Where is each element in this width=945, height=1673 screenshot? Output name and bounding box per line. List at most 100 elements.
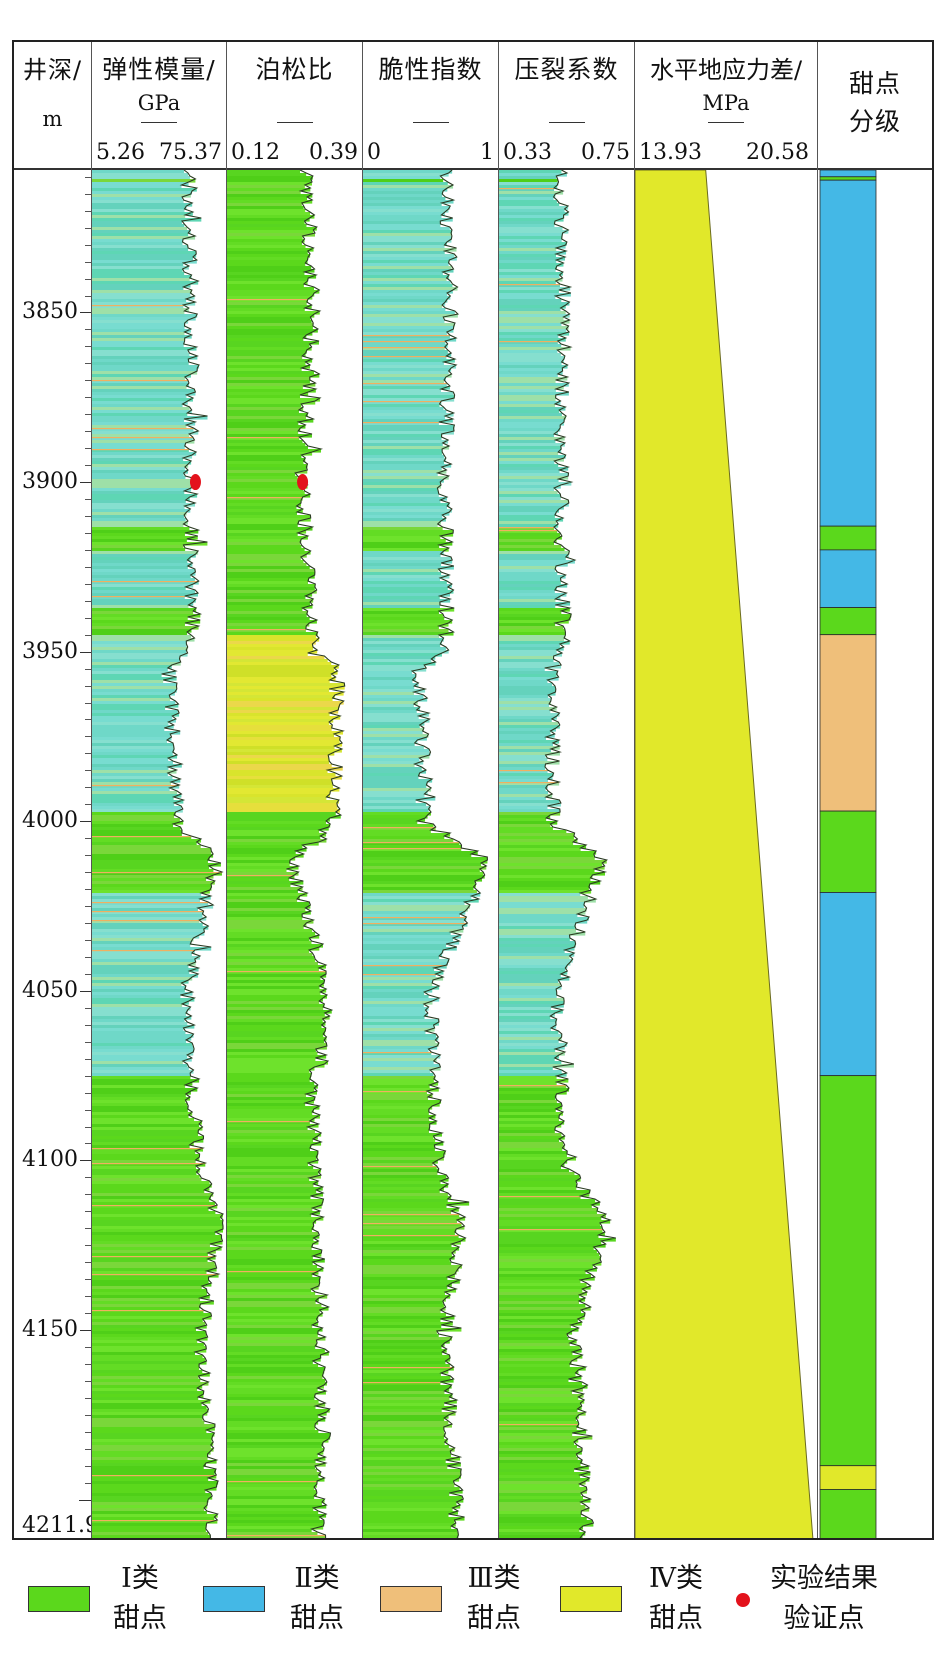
curve-fill-band [363,392,454,396]
curve-fill-band [499,206,569,210]
curve-fill-band [227,617,310,621]
curve-fill-band [499,875,593,879]
minor-tick [85,1414,91,1416]
curve-fill-band [499,1310,582,1314]
curve-fill-band [227,578,309,582]
curve-fill-band [92,833,182,837]
header-underline [141,122,177,123]
legend-label-line1: Ⅰ类 [121,1563,159,1594]
curve-fill-band [499,569,556,573]
lithology-stripe [499,1196,581,1198]
elastic-modulus-curve [92,170,224,1538]
curve-fill-band [363,887,474,891]
curve-fill-band [227,479,302,483]
curve-fill-band [227,977,321,981]
curve-fill-band [92,1337,208,1341]
curve-fill-band [227,911,311,915]
curve-fill-band [499,1022,556,1026]
curve-fill-band [92,1130,199,1134]
lithology-stripe [363,356,447,358]
curve-fill-band [499,992,557,996]
curve-fill-band [363,1073,434,1077]
curve-fill-band [363,521,441,525]
curve-fill-band [92,821,184,825]
curve-fill-band [227,1256,313,1260]
curve-fill-band [499,341,558,345]
curve-fill-band [363,419,453,423]
curve-fill-band [363,1373,441,1377]
curve-fill-band [363,221,441,225]
curve-fill-band [363,947,457,951]
curve-fill-band [499,1124,562,1128]
major-tick [79,651,91,653]
curve-fill-band [92,1307,200,1311]
curve-fill-band [227,1508,314,1512]
curve-fill-band [363,173,449,177]
curve-fill-band [227,362,306,366]
curve-fill-band [92,1535,211,1538]
curve-fill-band [499,1253,600,1257]
curve-fill-band [92,473,184,477]
curve-fill-band [499,1400,585,1404]
curve-fill-band [363,1115,436,1119]
curve-fill-band [92,1346,206,1350]
curve-fill-band [363,1523,456,1527]
curve-fill-band [92,986,186,990]
curve-fill-band [363,620,453,624]
curve-fill-band [92,1403,202,1407]
lithology-stripe [363,848,462,850]
curve-fill-band [92,527,190,531]
curve-fill-band [92,1496,213,1500]
curve-fill-band [499,620,569,624]
curve-fill-band [227,1151,318,1155]
curve-fill-band [227,1379,326,1383]
curve-fill-band [92,1364,200,1368]
curve-fill-band [499,476,569,480]
curve-fill-band [227,542,301,546]
curve-fill-band [227,1073,312,1077]
curve-fill-band [363,1208,459,1212]
curve-fill-band [499,1121,565,1125]
curve-fill-band [227,593,313,597]
curve-fill-band [92,179,196,183]
sweet-title-line1: 甜点 [848,69,901,98]
curve-fill-band [363,425,455,429]
curve-fill-band [92,899,201,903]
curve-fill-band [227,221,305,225]
curve-fill-band [499,650,557,654]
curve-fill-band [499,491,558,495]
curve-fill-band [92,1088,198,1092]
curve-fill-band [363,911,466,915]
curve-fill-band [363,1406,457,1410]
curve-fill-band [499,452,559,456]
curve-fill-band [92,1331,206,1335]
track-brittleness-index: 脆性指数 0 1 [363,42,499,1538]
curve-fill-band [227,1469,317,1473]
curve-fill-band [363,362,444,366]
log-curve-line [544,170,616,1538]
curve-fill-band [227,473,296,477]
curve-fill-band [227,521,299,525]
curve-fill-band [499,359,564,363]
depth-unit: m [42,107,63,131]
curve-fill-band [499,1046,565,1050]
curve-fill-band [499,1484,580,1488]
curve-fill-band [499,1391,572,1395]
curve-fill-band [227,377,310,381]
curve-fill-band [499,557,566,561]
curve-fill-band [227,1205,322,1209]
curve-fill-band [499,848,581,852]
legend-label-line1: Ⅲ类 [467,1563,521,1594]
curve-fill-band [92,1475,217,1479]
curve-fill-band [227,1271,319,1275]
curve-fill-band [227,938,310,942]
curve-fill-band [227,755,329,759]
curve-fill-band [92,1277,209,1281]
curve-fill-band [92,665,172,669]
curve-fill-band [499,1475,581,1479]
curve-fill-band [499,1313,586,1317]
curve-fill-band [227,293,315,297]
curve-fill-band [227,1523,325,1527]
curve-fill-band [363,896,472,900]
curve-fill-band [499,1070,562,1074]
